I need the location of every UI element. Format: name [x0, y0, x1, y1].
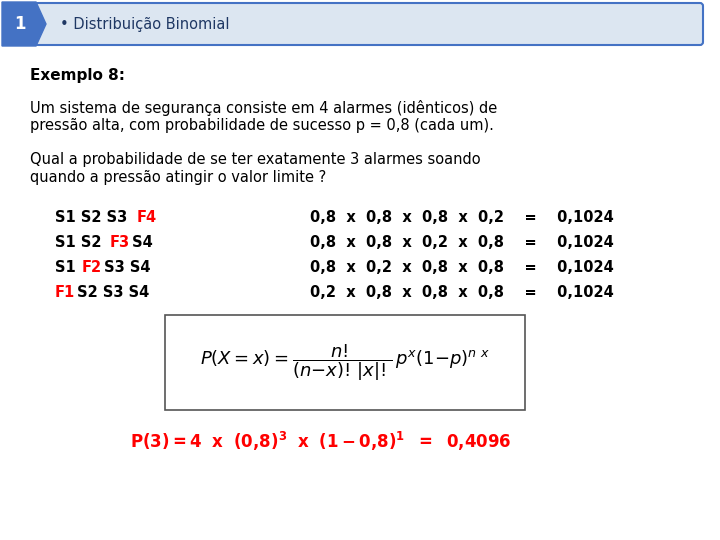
Polygon shape — [2, 2, 46, 46]
Text: S1: S1 — [55, 260, 81, 275]
Text: pressão alta, com probabilidade de sucesso p = 0,8 (cada um).: pressão alta, com probabilidade de suces… — [30, 118, 494, 133]
Text: S4: S4 — [127, 235, 153, 250]
Text: F1: F1 — [55, 285, 76, 300]
Text: 1: 1 — [14, 15, 26, 33]
Text: • Distribuição Binomial: • Distribuição Binomial — [60, 17, 230, 31]
Text: 0,8  x  0,2  x  0,8  x  0,8    =    0,1024: 0,8 x 0,2 x 0,8 x 0,8 = 0,1024 — [310, 260, 613, 275]
Text: S2 S3 S4: S2 S3 S4 — [72, 285, 149, 300]
Text: F4: F4 — [137, 210, 157, 225]
Text: S1 S2: S1 S2 — [55, 235, 107, 250]
Text: 0,2  x  0,8  x  0,8  x  0,8    =    0,1024: 0,2 x 0,8 x 0,8 x 0,8 = 0,1024 — [310, 285, 613, 300]
Text: Um sistema de segurança consiste em 4 alarmes (idênticos) de: Um sistema de segurança consiste em 4 al… — [30, 100, 498, 116]
FancyBboxPatch shape — [35, 3, 703, 45]
Text: F3: F3 — [110, 235, 130, 250]
Text: F2: F2 — [82, 260, 102, 275]
Text: 0,8  x  0,8  x  0,8  x  0,2    =    0,1024: 0,8 x 0,8 x 0,8 x 0,2 = 0,1024 — [310, 210, 613, 225]
Text: Qual a probabilidade de se ter exatamente 3 alarmes soando: Qual a probabilidade de se ter exatament… — [30, 152, 481, 167]
Text: S1 S2 S3: S1 S2 S3 — [55, 210, 132, 225]
Text: quando a pressão atingir o valor limite ?: quando a pressão atingir o valor limite … — [30, 170, 326, 185]
Text: 0,8  x  0,8  x  0,2  x  0,8    =    0,1024: 0,8 x 0,8 x 0,2 x 0,8 = 0,1024 — [310, 235, 613, 250]
FancyBboxPatch shape — [165, 315, 525, 410]
Text: S3 S4: S3 S4 — [99, 260, 150, 275]
Text: Exemplo 8:: Exemplo 8: — [30, 68, 125, 83]
Text: $\mathbf{P(3) = 4\ \ x\ \ (0{,}8)^3\ \ x\ \ (1 - 0{,}8)^1\ \ =\ \ 0{,}4096}$: $\mathbf{P(3) = 4\ \ x\ \ (0{,}8)^3\ \ x… — [130, 430, 512, 453]
Text: $\mathit{P}(\mathit{X}{=}\mathit{x}) =\dfrac{\mathit{n}!}{(\mathit{n}{-}\mathit{: $\mathit{P}(\mathit{X}{=}\mathit{x}) =\d… — [200, 342, 490, 383]
